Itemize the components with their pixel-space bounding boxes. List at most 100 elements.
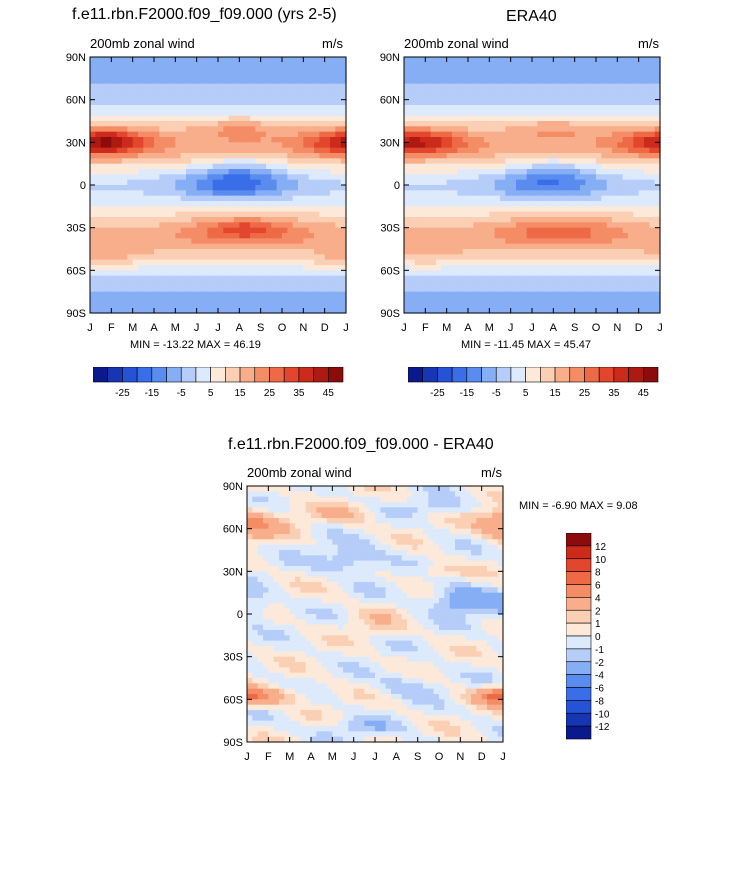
field-cell <box>298 222 304 229</box>
field-cell <box>316 502 323 508</box>
field-cell <box>223 302 230 309</box>
field-cell <box>180 307 187 314</box>
field-cell <box>436 89 442 95</box>
field-cell <box>100 222 107 229</box>
field-cell <box>191 211 198 218</box>
field-cell <box>298 286 304 293</box>
field-cell <box>558 57 565 63</box>
field-cell <box>138 249 144 255</box>
field-cell <box>111 302 118 309</box>
field-cell <box>340 281 347 287</box>
field-cell <box>462 190 469 197</box>
field-cell <box>330 67 336 74</box>
field-cell <box>212 249 219 255</box>
field-cell <box>348 502 355 508</box>
field-cell <box>654 190 661 197</box>
field-cell <box>154 115 160 122</box>
field-cell <box>606 286 613 293</box>
field-cell <box>441 83 448 90</box>
field-cell <box>250 281 256 287</box>
field-cell <box>276 227 283 234</box>
field-cell <box>537 57 544 63</box>
field-cell <box>532 297 538 303</box>
field-cell <box>228 110 235 117</box>
field-cell <box>228 99 235 106</box>
field-cell <box>159 259 166 266</box>
field-cell <box>212 137 219 143</box>
field-cell <box>425 302 432 309</box>
field-cell <box>558 174 565 181</box>
field-cell <box>100 110 107 117</box>
x-tick-label: A <box>464 322 472 334</box>
field-cell <box>484 57 490 63</box>
field-cell <box>516 302 522 309</box>
field-cell <box>537 211 544 218</box>
field-cell <box>633 254 640 261</box>
field-cell <box>335 73 342 79</box>
field-cell <box>441 73 448 79</box>
field-cell <box>548 286 554 293</box>
field-cell <box>143 195 150 202</box>
field-cell <box>305 496 312 503</box>
field-cell <box>478 115 485 122</box>
field-cell <box>452 275 458 282</box>
field-cell <box>606 110 613 117</box>
field-cell <box>436 297 442 303</box>
field-cell <box>218 227 224 234</box>
field-cell <box>590 254 597 261</box>
field-cell <box>441 211 448 218</box>
field-cell <box>516 286 522 293</box>
field-cell <box>414 259 421 266</box>
field-cell <box>186 78 192 85</box>
field-cell <box>423 502 429 508</box>
field-cell <box>526 243 533 250</box>
field-cell <box>106 153 112 159</box>
field-cell <box>122 147 128 154</box>
field-cell <box>324 62 331 69</box>
field-cell <box>414 105 421 111</box>
field-cell <box>255 131 262 138</box>
field-cell <box>468 83 474 90</box>
field-cell <box>282 89 288 95</box>
field-cell <box>462 105 469 111</box>
field-cell <box>234 259 240 266</box>
x-tick-label: F <box>108 322 115 334</box>
field-cell <box>521 281 528 287</box>
field-cell <box>580 126 586 133</box>
field-cell <box>282 302 288 309</box>
field-cell <box>287 153 294 159</box>
field-cell <box>292 190 299 197</box>
field-cell <box>250 233 256 239</box>
field-cell <box>484 169 490 175</box>
field-cell <box>116 67 123 74</box>
field-cell <box>494 67 501 74</box>
field-cell <box>132 286 139 293</box>
field-cell <box>282 73 288 79</box>
field-cell <box>180 163 187 170</box>
field-cell <box>255 286 262 293</box>
field-cell <box>510 275 517 282</box>
field-cell <box>276 153 283 159</box>
field-cell <box>255 265 262 271</box>
field-cell <box>196 153 203 159</box>
field-cell <box>428 486 435 492</box>
field-cell <box>321 496 328 503</box>
field-cell <box>164 179 171 186</box>
field-cell <box>425 307 432 314</box>
field-cell <box>319 286 326 293</box>
field-cell <box>292 286 299 293</box>
field-cell <box>186 158 192 165</box>
field-cell <box>90 110 96 117</box>
field-cell <box>223 57 230 63</box>
field-cell <box>457 105 464 111</box>
field-cell <box>612 73 618 79</box>
field-cell <box>154 67 160 74</box>
field-cell <box>564 142 570 149</box>
field-cell <box>409 249 416 255</box>
field-cell <box>654 147 661 154</box>
field-cell <box>239 265 246 271</box>
field-cell <box>526 270 533 277</box>
field-cell <box>404 254 410 261</box>
field-cell <box>127 99 134 106</box>
field-cell <box>212 105 219 111</box>
